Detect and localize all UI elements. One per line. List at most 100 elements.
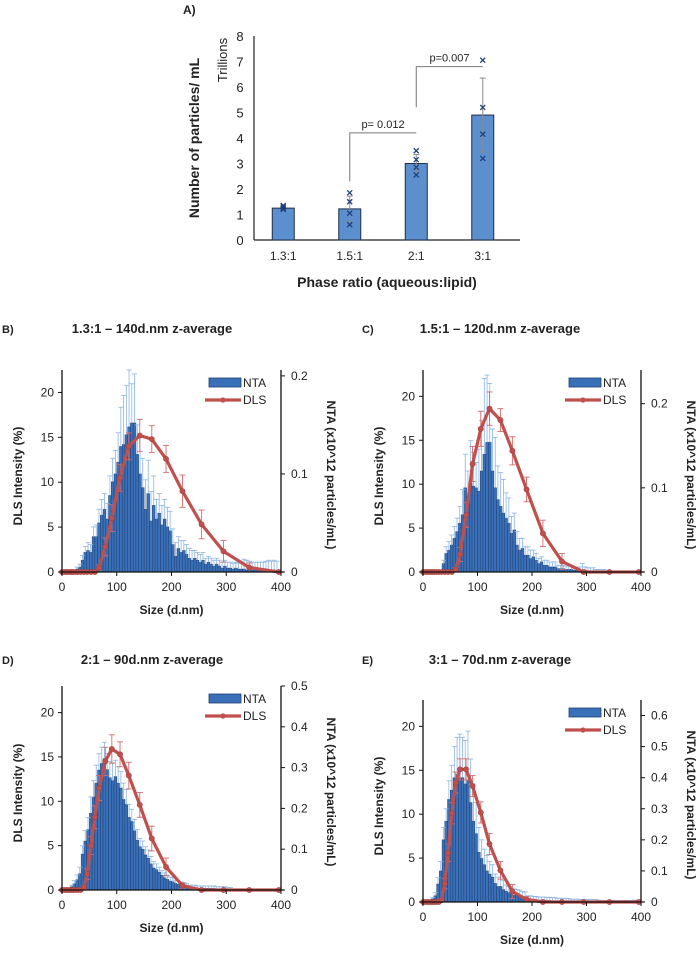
- chart-title: 2:1 – 90d.nm z-average: [81, 652, 223, 667]
- nta-bar: [504, 890, 508, 903]
- legend-label-dls: DLS: [603, 723, 626, 737]
- nta-bar: [113, 776, 117, 891]
- nta-bar: [165, 526, 170, 573]
- nta-bar: [479, 858, 484, 903]
- nta-bar: [493, 487, 497, 573]
- y-axis-unit-label: Trillions: [215, 37, 230, 82]
- nta-bar: [135, 454, 139, 573]
- panel-label: B): [2, 324, 14, 336]
- y-tick-label: 20: [41, 385, 55, 399]
- y2-tick-label: 0: [291, 565, 298, 579]
- dls-point: [463, 766, 469, 773]
- nta-bar: [523, 554, 527, 573]
- y-axis-title: DLS Intensity (%): [372, 757, 386, 856]
- nta-bar: [496, 499, 500, 573]
- nta-bar: [152, 867, 156, 891]
- nta-bar: [507, 892, 511, 903]
- x-tick-label: 400: [271, 580, 291, 594]
- x-tick-label: 100: [107, 898, 127, 912]
- y2-tick-label: 0: [651, 895, 658, 909]
- dls-point: [179, 882, 186, 889]
- dls-point: [441, 880, 448, 887]
- y-tick-label: 0: [408, 565, 415, 579]
- y-tick-label: 15: [402, 433, 416, 447]
- dls-point: [486, 405, 493, 412]
- dls-point: [117, 474, 123, 481]
- y-tick-label: 10: [41, 475, 55, 489]
- nta-bar: [157, 512, 161, 573]
- y-tick-label: 6: [236, 80, 243, 95]
- nta-bar: [201, 559, 205, 573]
- x-tick-label: 400: [271, 898, 291, 912]
- bar: [271, 207, 295, 241]
- y-tick-label: 20: [402, 389, 416, 403]
- y-tick-label: 15: [41, 430, 55, 444]
- dls-point: [220, 548, 227, 555]
- dls-point: [509, 447, 516, 454]
- dls-point: [136, 432, 143, 439]
- dls-point: [457, 766, 463, 773]
- dls-point: [445, 849, 451, 856]
- x-axis-title: Size (d.nm): [500, 603, 564, 617]
- dls-point: [452, 779, 459, 786]
- nta-bar: [499, 886, 503, 903]
- replicate-point: [479, 155, 486, 162]
- x-axis-title: Phase ratio (aqueous:lipid): [297, 274, 477, 290]
- nta-bar: [163, 518, 167, 573]
- dls-point: [486, 841, 493, 847]
- y-tick-label: 4: [236, 131, 243, 146]
- y2-tick-label: 0.1: [291, 842, 308, 856]
- nta-bar: [504, 517, 508, 573]
- x-tick-label: 300: [576, 910, 596, 924]
- dls-point: [469, 461, 476, 467]
- nta-bar: [215, 563, 219, 573]
- y2-axis-title: NTA (x10^12 particles/mL): [324, 400, 338, 549]
- y-tick-label: 0: [408, 895, 415, 909]
- legend-label-dls: DLS: [243, 709, 266, 723]
- nta-bar: [154, 518, 159, 573]
- x-tick-label: 300: [216, 898, 236, 912]
- nta-bar: [537, 563, 541, 573]
- nta-bar: [132, 830, 137, 891]
- nta-bar: [548, 566, 552, 573]
- chart-title: 1.3:1 – 140d.nm z-average: [72, 321, 232, 336]
- nta-bar: [193, 558, 197, 573]
- x-tick-label: 2:1: [408, 249, 425, 263]
- x-axis-title: Size (d.nm): [139, 921, 203, 935]
- nta-bar: [204, 563, 208, 573]
- legend: NTA DLS: [565, 376, 626, 407]
- replicate-point: [479, 104, 486, 111]
- dls-point: [108, 746, 115, 752]
- nta-bar: [455, 774, 459, 903]
- y-axis-title: Number of particles/ mL: [186, 57, 202, 218]
- nta-bar: [149, 863, 153, 891]
- nta-bar: [490, 876, 495, 903]
- nta-bar: [206, 561, 211, 573]
- nta-bar: [509, 533, 514, 573]
- y2-tick-label: 0.4: [651, 771, 668, 785]
- nta-bar: [488, 442, 492, 573]
- nta-bar: [124, 804, 128, 891]
- nta-bar: [152, 505, 156, 573]
- legend-label-dls: DLS: [603, 393, 626, 407]
- dls-point: [179, 488, 186, 495]
- p-value-label: p= 0.012: [361, 119, 404, 131]
- legend-label-nta: NTA: [603, 376, 626, 390]
- x-tick-label: 300: [576, 580, 596, 594]
- dls-point: [477, 809, 484, 816]
- nta-bar: [490, 470, 495, 573]
- dls-point: [125, 443, 132, 450]
- nta-bar: [485, 442, 489, 573]
- x-tick-label: 0: [59, 898, 66, 912]
- nta-bar: [217, 565, 222, 573]
- x-tick-label: 200: [522, 580, 542, 594]
- y2-axis-title: NTA (x10^12 particles/mL): [684, 730, 698, 879]
- dls-point: [523, 486, 530, 493]
- nta-bar: [529, 558, 533, 573]
- nta-bar: [173, 556, 178, 573]
- dls-point: [463, 512, 469, 518]
- dls-point: [148, 436, 155, 443]
- nta-bar: [182, 550, 186, 573]
